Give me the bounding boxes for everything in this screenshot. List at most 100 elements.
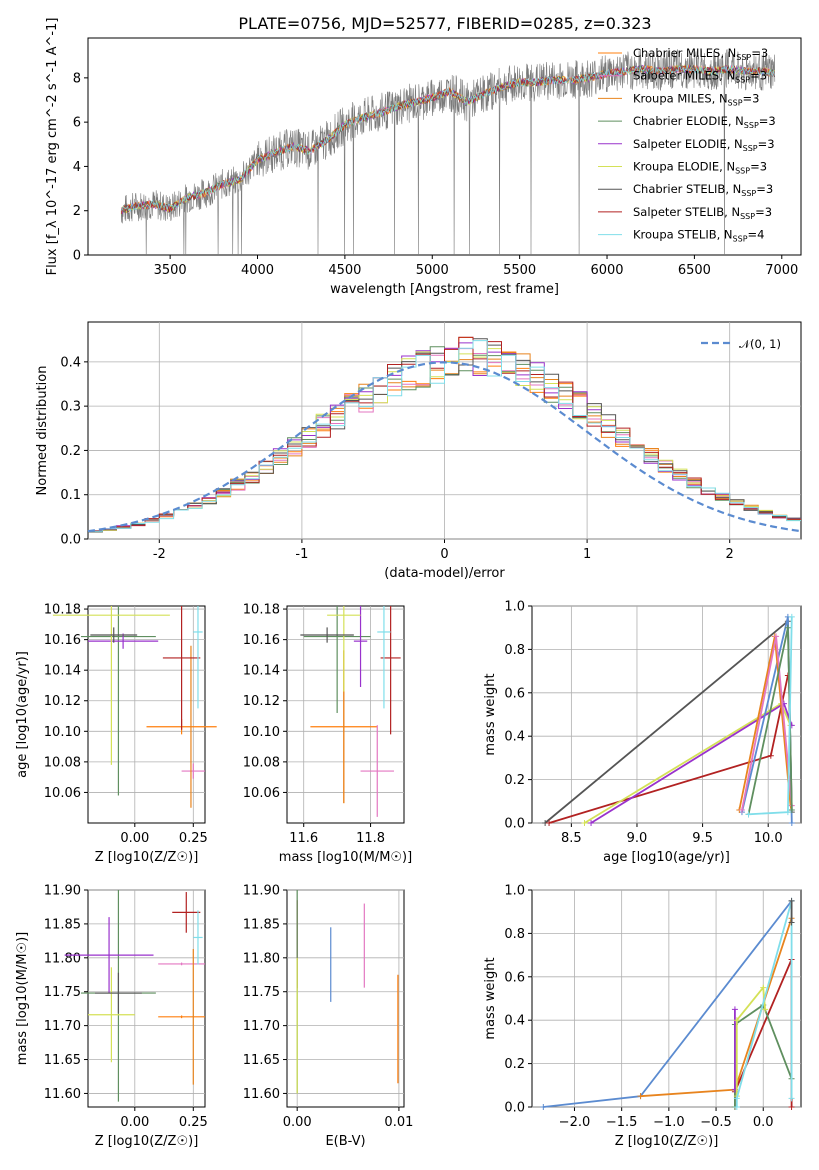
- y-tick-label: 0.0: [60, 533, 81, 548]
- massweight-vs-z-panel: −2.0 −1.5 −1.0 −0.5 0.0 0.0 0.2 0.4 0.6 0.8 1.0 Z […: [483, 884, 802, 1149]
- x-axis-label: Z [log10(Z/Z☉)]: [95, 1134, 199, 1149]
- x-axis-label: wavelength [Angstrom, rest frame]: [330, 282, 559, 297]
- y-tick-label: 0.2: [60, 444, 81, 459]
- x-tick-label: −2.0: [559, 1115, 591, 1130]
- mass-weight-marker: [767, 752, 774, 759]
- y-tick-label: 0.4: [504, 1014, 525, 1029]
- mass-weight-marker: [788, 1095, 795, 1102]
- mass-weight-marker: [581, 820, 588, 826]
- mass-weight-marker: [760, 984, 767, 991]
- legend-entry: 𝒩(0, 1): [739, 337, 781, 351]
- axes-frame: [531, 889, 802, 1108]
- y-axis-label: mass [log10(M/M☉)]: [15, 932, 30, 1065]
- y-tick-label: 10.18: [243, 603, 280, 618]
- y-tick-label: 0.2: [504, 1057, 525, 1072]
- y-tick-label: 2: [73, 204, 81, 219]
- x-tick-label: 4500: [328, 263, 361, 278]
- model-spectrum: [121, 64, 775, 212]
- legend-entry: Kroupa ELODIE, NSSP=3: [633, 160, 767, 176]
- x-tick-label: 0.25: [179, 1115, 208, 1130]
- x-tick-label: −1.0: [653, 1115, 685, 1130]
- mass-weight-marker: [788, 820, 795, 826]
- y-tick-label: 11.60: [243, 1087, 280, 1102]
- model-spectrum: [120, 64, 775, 215]
- residuals-panel: -2 -1 0 1 2 0.0 0.1 0.2 0.3 0.4 (data-model)/error…: [35, 321, 802, 581]
- mass-weight-line: [543, 900, 793, 1108]
- y-tick-label: 11.70: [243, 1019, 280, 1034]
- x-tick-label: 9.5: [692, 831, 713, 846]
- y-tick-label: 0.0: [504, 1101, 525, 1116]
- x-tick-label: −0.5: [700, 1115, 732, 1130]
- normal-reference-curve: [87, 361, 802, 533]
- mass-weight-marker: [784, 624, 791, 631]
- mass-vs-z-panel: 0.00 0.25 11.60 11.65 11.70 11.75 11.80 11.85 11…: [15, 884, 208, 1150]
- x-tick-label: 9.0: [627, 831, 648, 846]
- x-tick-label: 2: [726, 547, 734, 562]
- y-tick-label: 11.65: [243, 1053, 280, 1068]
- mass-weight-marker: [788, 806, 795, 813]
- mass-weight-marker: [733, 1095, 740, 1102]
- x-tick-label: 11.6: [289, 831, 318, 846]
- mass-weight-marker: [733, 1017, 740, 1024]
- y-tick-label: 0.8: [504, 643, 525, 658]
- spectrum-panel: 3500 4000 4500 5000 5500 6000 6500 7000 0 2 4 6 8 wav…: [45, 18, 802, 297]
- mass-weight-marker: [738, 806, 745, 813]
- x-tick-label: 4000: [241, 263, 274, 278]
- y-tick-label: 8: [73, 71, 81, 86]
- y-tick-label: 4: [73, 160, 81, 175]
- y-tick-label: 10.08: [44, 755, 81, 770]
- x-tick-label: 0.25: [179, 831, 208, 846]
- x-tick-label: 3500: [154, 263, 187, 278]
- y-tick-label: 11.75: [243, 985, 280, 1000]
- y-tick-label: 10.06: [243, 786, 280, 801]
- mass-weight-marker: [745, 811, 752, 818]
- x-tick-label: 0.00: [120, 831, 149, 846]
- x-tick-label: 1: [583, 547, 591, 562]
- x-tick-label: 6500: [678, 263, 711, 278]
- mass-weight-marker: [784, 809, 791, 816]
- x-axis-label: (data-model)/error: [384, 566, 505, 581]
- y-tick-label: 10.12: [243, 694, 280, 709]
- y-tick-label: 0.1: [60, 488, 81, 503]
- y-tick-label: 0.4: [504, 730, 525, 745]
- x-tick-label: 6000: [590, 263, 623, 278]
- legend-entry: Salpeter ELODIE, NSSP=3: [633, 137, 775, 153]
- model-spectrum: [120, 64, 775, 214]
- y-tick-label: 1.0: [504, 884, 525, 899]
- y-tick-label: 0.3: [60, 400, 81, 415]
- y-tick-label: 10.10: [243, 725, 280, 740]
- legend-entry: Salpeter MILES, NSSP=3: [633, 69, 767, 85]
- x-axis-label: mass [log10(M/M☉)]: [279, 850, 412, 865]
- y-tick-label: 10.12: [44, 694, 81, 709]
- axes-frame: [87, 889, 206, 1108]
- y-tick-label: 6: [73, 116, 81, 131]
- x-axis-label: Z [log10(Z/Z☉)]: [615, 1134, 719, 1149]
- x-tick-label: -1: [295, 547, 308, 562]
- axes-frame: [286, 889, 405, 1108]
- y-axis-label: Flux [f_λ 10^-17 erg cm^-2 s^-1 A^-1]: [45, 18, 60, 276]
- axes-frame: [286, 605, 405, 824]
- y-tick-label: 11.85: [243, 917, 280, 932]
- mass-weight-marker: [540, 1104, 547, 1110]
- mass-weight-marker: [733, 1104, 740, 1110]
- y-tick-label: 0: [73, 249, 81, 264]
- y-tick-label: 0.6: [504, 686, 525, 701]
- y-tick-label: 11.85: [44, 917, 81, 932]
- y-tick-label: 11.70: [44, 1019, 81, 1034]
- x-tick-label: 0: [440, 547, 448, 562]
- x-tick-label: 8.5: [561, 831, 582, 846]
- axes-frame: [87, 37, 802, 256]
- y-tick-label: 1.0: [504, 600, 525, 615]
- mass-weight-marker: [546, 820, 553, 826]
- y-tick-label: 0.4: [60, 355, 81, 370]
- x-tick-label: 0.00: [283, 1115, 312, 1130]
- y-tick-label: 11.80: [243, 951, 280, 966]
- y-tick-label: 10.14: [243, 664, 280, 679]
- spectrum-legend: Chabrier MILES, NSSP=3 Salpeter MILES, NS…: [598, 46, 776, 244]
- y-tick-label: 0.0: [504, 817, 525, 832]
- age-vs-z-panel: 0.00 0.25 10.06 10.08 10.10 10.12 10.14 10.16 10…: [15, 603, 217, 865]
- y-tick-label: 10.18: [44, 603, 81, 618]
- mass-weight-marker: [588, 820, 595, 826]
- x-tick-label: 5500: [503, 263, 536, 278]
